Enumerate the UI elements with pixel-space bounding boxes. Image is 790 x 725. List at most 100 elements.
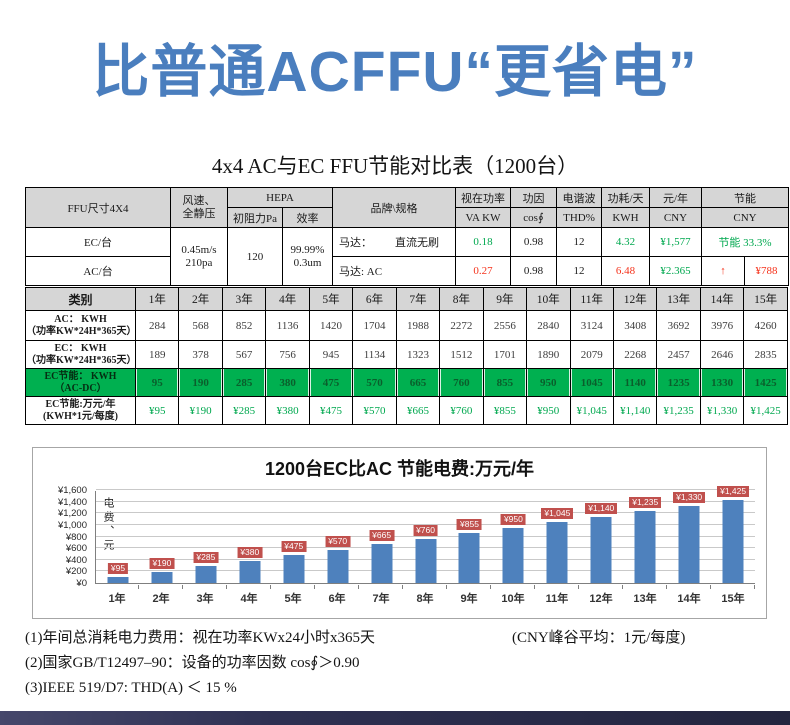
y-tick-label: ¥1,400	[57, 496, 87, 508]
year-data-row-3: EC节能： KWH （AC-DC） 95 190 285 380 475 570 665 760 8…	[25, 368, 788, 397]
cell-y7: 665	[395, 368, 441, 397]
bar	[151, 571, 173, 583]
cell-y7: 1988	[395, 310, 441, 341]
header-wind-line2: 全静压	[182, 207, 216, 220]
x-tick-mark	[623, 585, 667, 589]
wind-speed-value: 0.45m/s	[181, 243, 217, 256]
x-tick-label-14: 14年	[677, 593, 701, 605]
cell-y9: ¥855	[482, 396, 528, 425]
bar-group-1年: ¥95	[96, 491, 140, 583]
efficiency-value: 99.99% 0.3um	[282, 227, 333, 286]
x-tick-mark	[535, 585, 579, 589]
header-saving-cny: CNY	[701, 207, 789, 228]
y-tick-label: ¥200	[65, 566, 87, 578]
ac-saving: ¥788	[744, 256, 789, 286]
bar-group-4年: ¥380	[228, 491, 272, 583]
cell-y4: 756	[265, 340, 310, 369]
x-tick-label-9: 9年	[460, 593, 478, 605]
year-header-14: 14年	[699, 287, 745, 311]
bar	[502, 527, 524, 583]
bar-group-15年: ¥1,425	[711, 486, 755, 583]
cell-y11: 3124	[569, 310, 614, 341]
bar-group-11年: ¥1,045	[535, 491, 579, 583]
gridline-¥800	[96, 535, 755, 537]
gridline-¥1,000	[96, 523, 755, 525]
bar-value-label: ¥190	[149, 557, 175, 569]
ec-motor-label: 马达：	[339, 237, 372, 249]
cell-y1: 189	[134, 340, 180, 369]
y-tick-label: ¥1,000	[57, 519, 87, 531]
x-tick-label-7: 7年	[372, 593, 390, 605]
row-label-main: AC： KWH	[54, 313, 107, 325]
cell-y15: ¥1,425	[743, 396, 788, 425]
cell-y11: 2079	[569, 340, 614, 369]
row-label-main: EC节能： KWH	[44, 370, 117, 382]
gridline-¥1,600	[96, 489, 755, 490]
category-header: 类别	[25, 287, 136, 311]
cell-y12: 1140	[612, 368, 658, 397]
cell-y1: ¥95	[134, 396, 180, 425]
row-label-1: AC： KWH （功率KW*24H*365天）	[25, 310, 136, 341]
bar-value-label: ¥380	[237, 546, 263, 558]
bar	[678, 505, 700, 583]
cell-y6: 570	[352, 368, 397, 397]
bar	[590, 516, 612, 583]
bar-group-2年: ¥190	[140, 491, 184, 583]
y-axis-title: 电费、元	[102, 497, 114, 553]
row-label-main: EC节能:万元/年	[45, 398, 116, 410]
cell-y3: 852	[221, 310, 267, 341]
x-tick-label-8: 8年	[416, 593, 434, 605]
cell-y3: ¥285	[221, 396, 267, 425]
header-va-kw: VA KW	[455, 207, 511, 228]
bar	[634, 511, 656, 583]
header-resistance: 初阻力Pa	[227, 207, 283, 228]
bar-group-10年: ¥950	[491, 491, 535, 583]
x-tick-mark	[667, 585, 711, 589]
cell-y10: 950	[526, 368, 571, 397]
cell-y8: 1512	[439, 340, 484, 369]
x-tick-label-13: 13年	[633, 593, 657, 605]
bar-group-5年: ¥475	[272, 491, 316, 583]
header-hepa: HEPA	[227, 187, 333, 208]
year-header-6: 6年	[352, 287, 397, 311]
header-ffu-size: FFU尺寸4X4	[25, 187, 171, 228]
x-tick-mark	[447, 585, 491, 589]
cell-y7: 1323	[395, 340, 441, 369]
efficiency-pct: 99.99%	[290, 243, 325, 256]
y-tick-label: ¥600	[65, 543, 87, 555]
ec-saving: 节能 33.3%	[701, 227, 789, 257]
x-tick-label-1: 1年	[108, 593, 126, 605]
bar-value-label: ¥1,140	[585, 502, 618, 514]
cell-y6: 1704	[352, 310, 397, 341]
ec-kwh: 4.32	[601, 227, 650, 257]
cell-y4: 1136	[265, 310, 310, 341]
y-tick-label: ¥1,600	[57, 485, 87, 496]
year-data-row-1: AC： KWH （功率KW*24H*365天） 284 568 852 1136 1420 1…	[25, 310, 788, 341]
header-apparent-power: 视在功率	[455, 187, 511, 208]
header-brand: 品牌\规格	[332, 187, 456, 228]
efficiency-size: 0.3um	[293, 256, 322, 269]
ac-va: 0.27	[455, 256, 511, 286]
x-axis-labels: 1年 2年 3年 4年 5年 6年 7年 8年 9年 10年 11年 12年 13年 14年 15年	[95, 590, 755, 606]
bar	[239, 560, 261, 583]
bar	[283, 555, 305, 583]
bar-value-label: ¥1,235	[629, 497, 662, 509]
x-tick-mark	[139, 585, 183, 589]
x-tick-mark	[183, 585, 227, 589]
cell-y14: 2646	[699, 340, 745, 369]
plot-area: 电费、元 ¥95 ¥190 ¥285 ¥380 ¥475 ¥570 ¥665 ¥760 ¥855…	[95, 486, 755, 584]
cell-y8: ¥760	[439, 396, 484, 425]
cell-y9: 2556	[482, 310, 528, 341]
footnotes: (1)年间总消耗电力费用：视在功率KWx24小时x365天 (CNY峰谷平均：1…	[25, 626, 765, 701]
cell-y5: 475	[308, 368, 354, 397]
ac-kwh: 6.48	[601, 256, 650, 286]
bar-group-12年: ¥1,140	[579, 491, 623, 583]
header-cos: cos∮	[510, 207, 557, 228]
row-label-sub: (KWH*1元/每度)	[43, 410, 118, 422]
x-tick-label-11: 11年	[545, 593, 569, 605]
cell-y6: ¥570	[352, 396, 397, 425]
bar-value-label: ¥570	[325, 535, 351, 547]
bar-value-label: ¥1,425	[717, 486, 750, 498]
x-axis-ticks	[95, 585, 755, 589]
